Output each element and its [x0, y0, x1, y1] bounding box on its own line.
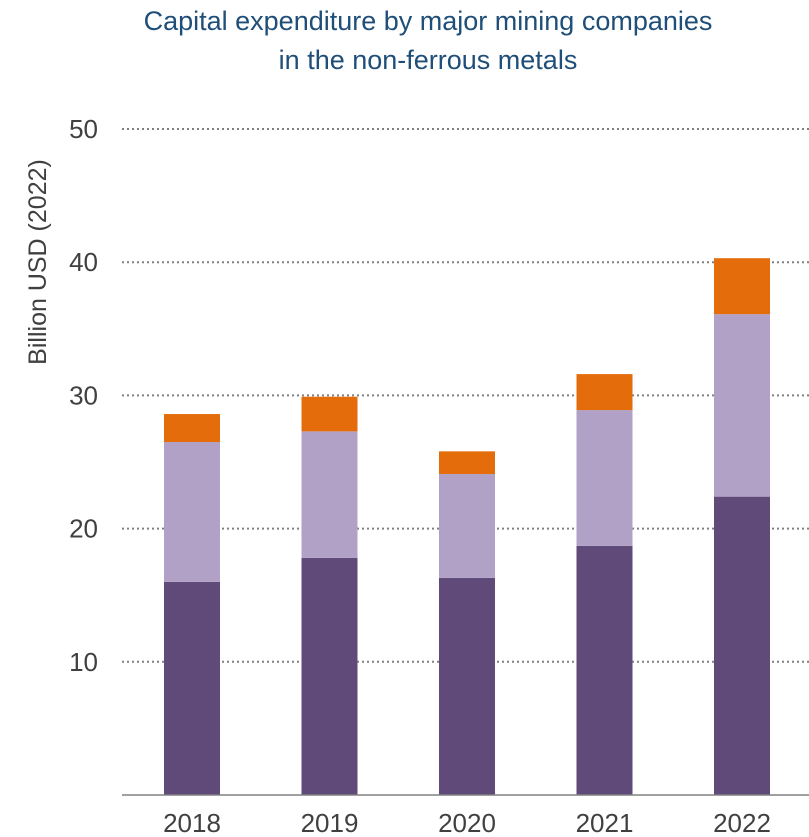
- x-tick-label: 2021: [576, 808, 634, 837]
- bar-segment-2018-1: [164, 442, 220, 582]
- bars: [164, 258, 770, 795]
- bar-segment-2021-0: [576, 545, 633, 795]
- bar-segment-2019-1: [301, 431, 358, 558]
- x-tick-label: 2022: [713, 808, 771, 837]
- bar-segment-2018-0: [164, 581, 220, 795]
- y-axis-label: Billion USD (2022): [24, 159, 52, 365]
- y-tick-label: 50: [69, 114, 98, 144]
- x-tick-label: 2018: [163, 808, 221, 837]
- bar-segment-2020-1: [439, 473, 495, 578]
- chart-title-line-2: in the non-ferrous metals: [278, 45, 578, 75]
- x-tick-label: 2019: [301, 808, 359, 837]
- bar-segment-2022-2: [714, 258, 770, 315]
- tick-labels: 10 20 30 40 50 2018 2019 2020 2021 2022: [69, 114, 771, 837]
- x-tick-label: 2020: [438, 808, 496, 837]
- bar-segment-2019-0: [301, 557, 358, 795]
- bar-segment-2021-2: [576, 374, 633, 411]
- y-tick-label: 20: [69, 514, 98, 544]
- bar-segment-2018-2: [164, 414, 220, 443]
- chart-title-line-1: Capital expenditure by major mining comp…: [143, 6, 713, 36]
- bar-segment-2021-1: [576, 410, 633, 546]
- y-tick-label: 30: [69, 380, 98, 410]
- bar-segment-2019-2: [301, 396, 358, 432]
- y-tick-label: 10: [69, 647, 98, 677]
- bar-segment-2022-0: [714, 496, 770, 795]
- bar-segment-2020-2: [439, 451, 495, 474]
- y-tick-label: 40: [69, 247, 98, 277]
- bar-segment-2022-1: [714, 314, 770, 497]
- bar-segment-2020-0: [439, 577, 495, 795]
